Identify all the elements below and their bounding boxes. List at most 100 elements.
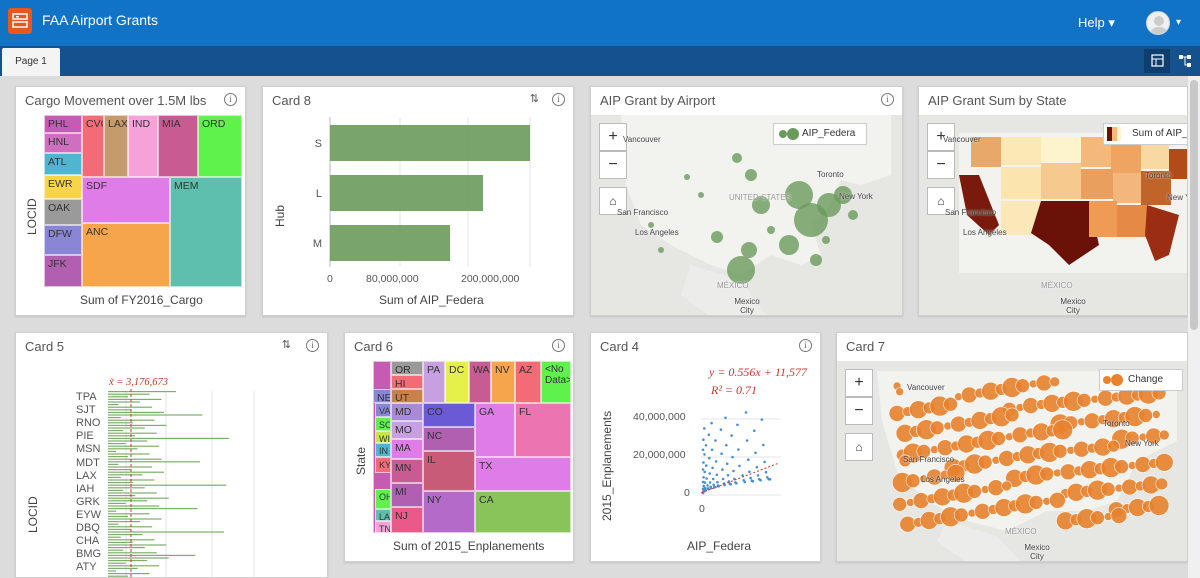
map-point[interactable] <box>929 420 945 436</box>
bar[interactable] <box>108 573 150 575</box>
data-point[interactable] <box>719 428 723 431</box>
bar[interactable] <box>108 458 162 460</box>
sort-icon[interactable]: ⇅ <box>281 339 291 351</box>
map-point[interactable] <box>960 386 978 404</box>
bar[interactable] <box>108 508 198 510</box>
map-point[interactable] <box>987 479 1005 496</box>
data-point[interactable] <box>730 434 733 437</box>
treemap-cell[interactable]: MO <box>391 421 423 439</box>
scrollbar-thumb[interactable] <box>1190 80 1198 330</box>
layout-icon[interactable] <box>1144 49 1170 73</box>
data-point[interactable] <box>726 474 730 477</box>
bar[interactable] <box>108 484 227 486</box>
app-logo-icon[interactable] <box>8 8 32 34</box>
data-point[interactable] <box>725 462 729 466</box>
bar[interactable] <box>108 497 169 499</box>
data-point[interactable] <box>721 477 725 481</box>
bar[interactable] <box>108 557 169 559</box>
data-point[interactable] <box>714 439 717 442</box>
map-view[interactable]: + − ⌂ Change Vancouver Toronto New York … <box>837 361 1187 561</box>
help-menu-button[interactable]: Help ▾ <box>1078 15 1115 30</box>
map-point[interactable] <box>936 439 954 456</box>
bar[interactable] <box>108 476 121 478</box>
map-point[interactable] <box>1052 444 1068 459</box>
card-grant-by-state-map[interactable]: AIP Grant Sum by State + − ⌂ Sum of AI <box>918 86 1188 316</box>
bar[interactable] <box>108 489 124 491</box>
data-point[interactable] <box>749 476 752 480</box>
data-point[interactable] <box>737 448 740 451</box>
data-point[interactable] <box>703 470 706 474</box>
zoom-in-button[interactable]: + <box>927 123 955 151</box>
treemap-cell[interactable]: OAK <box>44 199 82 225</box>
data-point[interactable] <box>743 480 747 484</box>
bar[interactable] <box>108 570 116 572</box>
map-point[interactable] <box>1110 507 1128 524</box>
data-point[interactable] <box>766 476 769 479</box>
map-view[interactable]: + − ⌂ Sum of AIP_F Vancouver Toronto New… <box>919 115 1187 315</box>
bar[interactable] <box>108 448 138 450</box>
bar[interactable] <box>108 549 124 551</box>
zoom-out-button[interactable]: − <box>599 151 627 179</box>
bar[interactable] <box>108 510 116 512</box>
bar[interactable] <box>108 487 145 489</box>
map-point[interactable] <box>953 507 969 523</box>
data-point[interactable] <box>745 439 749 442</box>
bar[interactable] <box>108 411 164 413</box>
bar[interactable] <box>108 445 160 447</box>
bar[interactable] <box>108 471 164 473</box>
data-point[interactable] <box>754 451 757 455</box>
treemap-cell[interactable]: DFW <box>44 225 82 255</box>
bar[interactable] <box>108 492 157 494</box>
info-icon[interactable]: i <box>224 93 237 106</box>
treemap-cell[interactable]: JFK <box>44 255 82 287</box>
bar[interactable] <box>108 536 121 538</box>
treemap-cell[interactable]: TN <box>375 521 391 533</box>
data-point[interactable] <box>705 477 708 480</box>
map-point[interactable] <box>1052 419 1073 441</box>
treemap-cell[interactable]: IN <box>375 443 391 457</box>
treemap-cell[interactable]: PHL <box>44 115 82 133</box>
bar[interactable] <box>108 440 148 442</box>
bar[interactable] <box>108 505 160 507</box>
bar[interactable] <box>108 391 176 393</box>
data-point[interactable] <box>763 460 766 464</box>
treemap-cell[interactable]: GA <box>475 403 515 457</box>
card-4-scatter[interactable]: Card 4 i y = 0.556x + 11,577 R² = 0.71 2… <box>590 332 821 562</box>
data-point[interactable] <box>738 464 741 468</box>
map-view[interactable]: + − ⌂ AIP_Federa Vancouver Toronto New Y… <box>591 115 902 315</box>
bar[interactable] <box>108 469 131 471</box>
data-point[interactable] <box>721 468 724 471</box>
map-point[interactable] <box>1001 480 1012 492</box>
data-point[interactable] <box>716 481 719 484</box>
treemap-cell[interactable]: MA <box>391 439 423 459</box>
data-point[interactable] <box>717 485 720 488</box>
treemap-cell[interactable]: NC <box>423 427 475 451</box>
zoom-out-button[interactable]: − <box>845 397 873 425</box>
treemap-cell[interactable]: FL <box>515 403 571 457</box>
treemap-cell[interactable]: VA <box>375 403 391 417</box>
data-point[interactable] <box>707 433 711 436</box>
map-point[interactable] <box>1155 477 1169 491</box>
map-point[interactable] <box>977 454 993 470</box>
bar[interactable] <box>108 424 167 426</box>
data-point[interactable] <box>768 478 772 481</box>
map-point[interactable] <box>892 497 908 512</box>
bar[interactable] <box>108 500 148 502</box>
zoom-out-button[interactable]: − <box>927 151 955 179</box>
bar[interactable] <box>108 432 157 434</box>
sort-icon[interactable]: ⇅ <box>529 93 539 105</box>
treemap-cell[interactable]: ATL <box>44 153 82 175</box>
treemap-cell[interactable]: IL <box>423 451 475 491</box>
map-point[interactable] <box>1090 510 1105 525</box>
data-point[interactable] <box>748 470 751 473</box>
data-point[interactable] <box>710 421 713 425</box>
bar[interactable] <box>108 531 224 533</box>
info-icon[interactable]: i <box>306 339 319 352</box>
data-point[interactable] <box>706 484 709 487</box>
treemap-cell[interactable]: KY <box>375 457 391 473</box>
card-7-change-map[interactable]: Card 7 + − ⌂ Change Vancouver Toronto Ne… <box>836 332 1188 562</box>
map-point[interactable] <box>1114 459 1129 474</box>
bar[interactable] <box>108 450 116 452</box>
info-icon[interactable]: i <box>799 339 812 352</box>
